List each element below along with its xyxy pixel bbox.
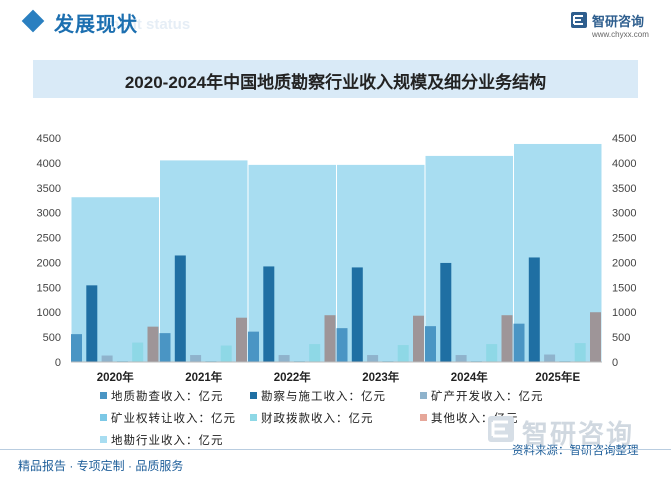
total-income-bar — [160, 160, 248, 362]
series-bar — [413, 315, 424, 362]
series-bar — [159, 333, 171, 362]
y-tick-label-right: 1000 — [612, 307, 636, 319]
legend-swatch — [100, 414, 107, 421]
footer-tagline: 精品报告 · 专项定制 · 品质服务 — [18, 459, 184, 473]
y-tick-label: 2000 — [37, 257, 61, 269]
x-tick-label: 2022年 — [274, 370, 312, 384]
legend-label: 地勘行业收入：亿元 — [111, 435, 224, 447]
y-tick-label-right: 3000 — [612, 208, 636, 220]
y-tick-label-right: 0 — [612, 357, 618, 369]
right-y-axis: 0 500 1000 1500 2000 2500 3000 3500 4000 4500 — [612, 133, 636, 369]
x-tick-label: 2021年 — [185, 370, 223, 384]
bar-chart: 0 500 1000 1500 2000 2500 3000 3500 4000 4500 0 50… — [37, 133, 637, 384]
y-tick-label-right: 2000 — [612, 257, 636, 269]
y-tick-label-right: 4500 — [612, 133, 636, 145]
series-bar — [278, 355, 290, 362]
series-bar — [220, 345, 232, 362]
legend-label: 地质勘查收入：亿元 — [111, 391, 224, 403]
x-tick-label: 2025年E — [535, 370, 580, 384]
series-bar — [132, 342, 144, 362]
legend-label: 勘察与施工收入：亿元 — [261, 391, 386, 403]
series-bar — [513, 323, 525, 362]
brand-url: www.chyxx.com — [592, 30, 649, 39]
y-tick-label-right: 3500 — [612, 183, 636, 195]
legend-swatch — [420, 414, 427, 421]
series-bar — [101, 355, 113, 362]
total-income-bar — [248, 164, 336, 362]
series-bar — [236, 317, 247, 362]
series-bar — [397, 345, 409, 362]
legend-label: 矿产开发收入：亿元 — [431, 391, 544, 403]
series-bar — [455, 355, 467, 362]
series-bar — [486, 344, 498, 362]
series-bar — [425, 326, 436, 362]
total-income-bar — [71, 197, 159, 362]
y-tick-label: 1000 — [37, 307, 61, 319]
y-tick-label-right: 1500 — [612, 282, 636, 294]
y-tick-label: 4000 — [37, 158, 61, 170]
legend-swatch — [100, 436, 107, 443]
y-tick-label: 500 — [43, 332, 61, 344]
y-tick-label: 4500 — [37, 133, 61, 145]
total-income-bar — [514, 143, 602, 362]
total-income-bar — [337, 164, 425, 362]
series-bar — [174, 255, 186, 362]
series-bar — [324, 315, 336, 362]
legend-swatch — [100, 392, 107, 399]
y-tick-label-right: 4000 — [612, 158, 636, 170]
series-bar — [190, 355, 202, 362]
legend-swatch — [420, 392, 427, 399]
series-bar — [440, 262, 452, 362]
watermark-text: 智研咨询 — [522, 419, 635, 449]
series-bar — [544, 354, 556, 362]
series-bar — [263, 266, 275, 362]
footer-divider — [0, 449, 671, 450]
series-bar — [367, 355, 379, 362]
x-tick-label: 2023年 — [362, 370, 400, 384]
y-tick-label-right: 500 — [612, 332, 630, 344]
brand-logo-icon — [571, 12, 587, 28]
series-bar — [71, 334, 82, 362]
source-note: 资料来源：智研咨询整理 — [512, 445, 639, 457]
y-tick-label: 0 — [55, 357, 61, 369]
chart-title: 2020-2024年中国地质勘察行业收入规模及细分业务结构 — [124, 73, 547, 92]
chart-legend: 地质勘查收入：亿元 勘察与施工收入：亿元 矿产开发收入：亿元矿业权转让收入：亿元 财政… — [100, 386, 580, 450]
chart-title-banner: 2020-2024年中国地质勘察行业收入规模及细分业务结构 — [33, 60, 638, 98]
header-ghost-text: ment status — [106, 16, 191, 33]
y-tick-label: 3000 — [37, 208, 61, 220]
series-bar — [351, 267, 363, 362]
y-tick-label: 1500 — [37, 282, 61, 294]
series-bar — [590, 312, 601, 362]
series-bar — [336, 328, 348, 362]
left-y-axis: 0 500 1000 1500 2000 2500 3000 3500 4000 4500 — [37, 133, 61, 369]
series-bar — [528, 257, 540, 362]
series-bar — [248, 331, 259, 362]
watermark-logo-icon — [488, 416, 514, 442]
legend-swatch — [250, 392, 257, 399]
series-bar — [309, 344, 321, 362]
legend-swatch — [250, 414, 257, 421]
x-tick-label: 2024年 — [451, 370, 489, 384]
series-bar — [147, 326, 159, 362]
x-axis-labels: 2020年 2021年 2022年 2023年 2024年 2025年E — [97, 370, 581, 384]
y-tick-label: 2500 — [37, 233, 61, 245]
chart-bars — [71, 143, 602, 363]
legend-label: 矿业权转让收入：亿元 — [111, 413, 236, 425]
total-income-bar — [425, 155, 513, 362]
section-title: 发展现状 — [54, 14, 138, 36]
series-bar — [86, 285, 98, 362]
series-bar — [501, 315, 513, 362]
legend-label: 财政拨款收入：亿元 — [261, 413, 374, 425]
brand-name: 智研咨询 — [592, 14, 645, 29]
page-header: ment status 发展现状 智研咨询 www.chyxx.com — [0, 0, 671, 44]
x-tick-label: 2020年 — [97, 370, 135, 384]
series-bar — [574, 343, 586, 362]
y-tick-label-right: 2500 — [612, 233, 636, 245]
y-tick-label: 3500 — [37, 183, 61, 195]
